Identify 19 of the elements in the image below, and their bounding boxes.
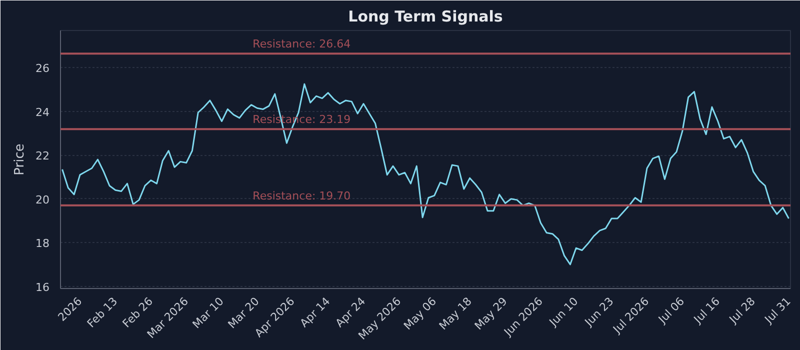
ref-line-label: Resistance: 19.70 <box>252 189 351 202</box>
x-tick-label: Feb 13 <box>84 294 120 330</box>
x-tick-label: Apr 14 <box>298 294 333 330</box>
y-tick-label: 22 <box>36 150 50 163</box>
y-tick-label: 26 <box>36 62 50 76</box>
x-tick-label: Jul 28 <box>726 294 758 327</box>
y-tick-label: 16 <box>36 280 50 294</box>
x-tick-label: Mar 10 <box>190 294 226 332</box>
x-tick-label: Jun 10 <box>546 294 581 330</box>
line-series <box>62 83 790 266</box>
x-tick-label: Jul 16 <box>690 294 722 327</box>
x-tick-label: Jul 06 <box>655 294 688 327</box>
chart-title: Long Term Signals <box>348 8 503 26</box>
y-axis-title: Price <box>12 144 28 176</box>
y-tick-label: 24 <box>36 106 50 119</box>
ref-line-label: Resistance: 26.64 <box>252 38 351 51</box>
x-tick-label: Jul 31 <box>762 294 794 327</box>
y-tick-label: 18 <box>36 237 50 250</box>
y-tick-label: 20 <box>36 193 50 206</box>
